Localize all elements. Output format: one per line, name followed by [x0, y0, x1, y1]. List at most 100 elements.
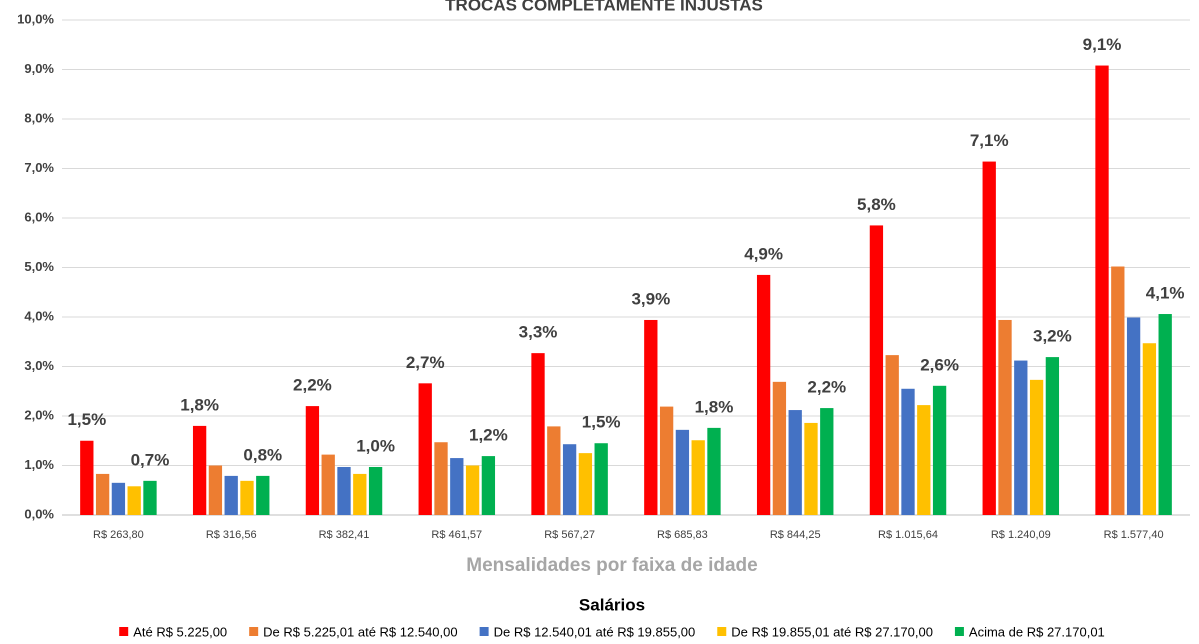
x-tick-label: R$ 1.577,40 [1104, 529, 1164, 541]
y-tick-label: 7,0% [24, 160, 54, 175]
y-tick-label: 10,0% [17, 11, 54, 26]
y-tick-label: 5,0% [24, 259, 54, 274]
bar [547, 426, 561, 515]
x-tick-label: R$ 263,80 [93, 529, 144, 541]
data-label: 1,5% [67, 410, 106, 429]
bar [127, 486, 141, 515]
x-tick-label: R$ 567,27 [544, 529, 595, 541]
data-label: 0,8% [243, 445, 282, 464]
y-tick-label: 9,0% [24, 61, 54, 76]
bar [368, 466, 383, 515]
bar [885, 355, 899, 515]
bar [1045, 357, 1060, 515]
y-tick-label: 8,0% [24, 110, 54, 125]
data-label: 9,1% [1083, 35, 1122, 54]
bar [337, 466, 351, 515]
bar [1095, 65, 1109, 515]
bar [998, 319, 1012, 515]
data-label: 2,2% [293, 376, 332, 395]
x-axis-title: Mensalidades por faixa de idade [466, 555, 757, 576]
data-label: 2,2% [807, 378, 846, 397]
data-label: 4,9% [744, 244, 783, 263]
bar [481, 456, 496, 515]
bar [224, 475, 238, 515]
data-label: 4,1% [1146, 284, 1185, 303]
bar [95, 473, 110, 515]
legend-swatch [249, 627, 259, 636]
bar [1014, 360, 1028, 515]
y-tick-label: 6,0% [24, 209, 54, 224]
y-tick-label: 3,0% [24, 358, 54, 373]
legend-swatch [479, 627, 489, 636]
data-label: 1,8% [180, 395, 219, 414]
legend-label: De R$ 12.540,01 até R$ 19.855,00 [494, 624, 696, 639]
legend-title: Salários [579, 595, 645, 614]
bar [869, 225, 884, 516]
bar [675, 429, 690, 515]
bar [1158, 314, 1172, 515]
legend-swatch [717, 627, 727, 636]
bar [917, 405, 931, 515]
bar [434, 442, 448, 515]
bar [982, 161, 996, 515]
y-tick-label: 1,0% [24, 457, 54, 472]
legend-label: Até R$ 5.225,00 [133, 624, 227, 639]
y-tick-label: 2,0% [24, 407, 54, 422]
bar [788, 410, 802, 515]
data-label: 3,3% [519, 323, 558, 342]
bar [1142, 343, 1157, 515]
data-label: 7,1% [970, 131, 1009, 150]
bar [1111, 266, 1125, 515]
bar [691, 440, 705, 515]
bar [192, 425, 207, 515]
legend-swatch [954, 627, 964, 636]
bar [531, 353, 545, 515]
y-tick-label: 0,0% [24, 506, 54, 521]
bar [707, 427, 721, 515]
x-tick-label: R$ 844,25 [770, 529, 821, 541]
x-tick-label: R$ 1.240,09 [991, 529, 1051, 541]
bar [932, 385, 947, 515]
bar [1029, 379, 1044, 515]
legend-swatch [119, 627, 129, 636]
bar [578, 453, 593, 515]
x-tick-label: R$ 316,56 [206, 529, 257, 541]
x-tick-label: R$ 461,57 [431, 529, 482, 541]
bar [80, 440, 94, 515]
data-label: 1,2% [469, 426, 508, 445]
bar [756, 274, 771, 515]
bar [208, 465, 223, 515]
data-label: 2,7% [406, 353, 445, 372]
x-tick-label: R$ 1.015,64 [878, 529, 938, 541]
bar [465, 465, 480, 515]
data-label: 1,5% [582, 413, 621, 432]
legend-label: Acima de R$ 27.170,01 [969, 624, 1105, 639]
bar [901, 388, 915, 515]
data-label: 2,6% [920, 355, 959, 374]
bar [256, 475, 270, 515]
bar [240, 480, 254, 515]
bar [562, 444, 577, 515]
data-label: 5,8% [857, 195, 896, 214]
bar [644, 319, 658, 515]
data-label: 1,0% [356, 436, 395, 455]
bar [772, 381, 787, 515]
data-label: 1,8% [695, 397, 734, 416]
bar [659, 406, 674, 515]
bar [353, 473, 367, 515]
bar [321, 454, 335, 515]
bar [450, 458, 464, 515]
chart-title: TROCAS COMPLETAMENTE INJUSTAS [445, 0, 763, 14]
data-label: 0,7% [131, 450, 170, 469]
legend-label: De R$ 19.855,01 até R$ 27.170,00 [731, 624, 933, 639]
y-tick-label: 4,0% [24, 308, 54, 323]
x-tick-label: R$ 685,83 [657, 529, 708, 541]
bar [143, 480, 157, 515]
data-label: 3,9% [631, 289, 670, 308]
data-label: 3,2% [1033, 327, 1072, 346]
bar [804, 422, 818, 515]
bar [1126, 317, 1141, 515]
bar [594, 443, 608, 515]
bar [305, 406, 320, 515]
